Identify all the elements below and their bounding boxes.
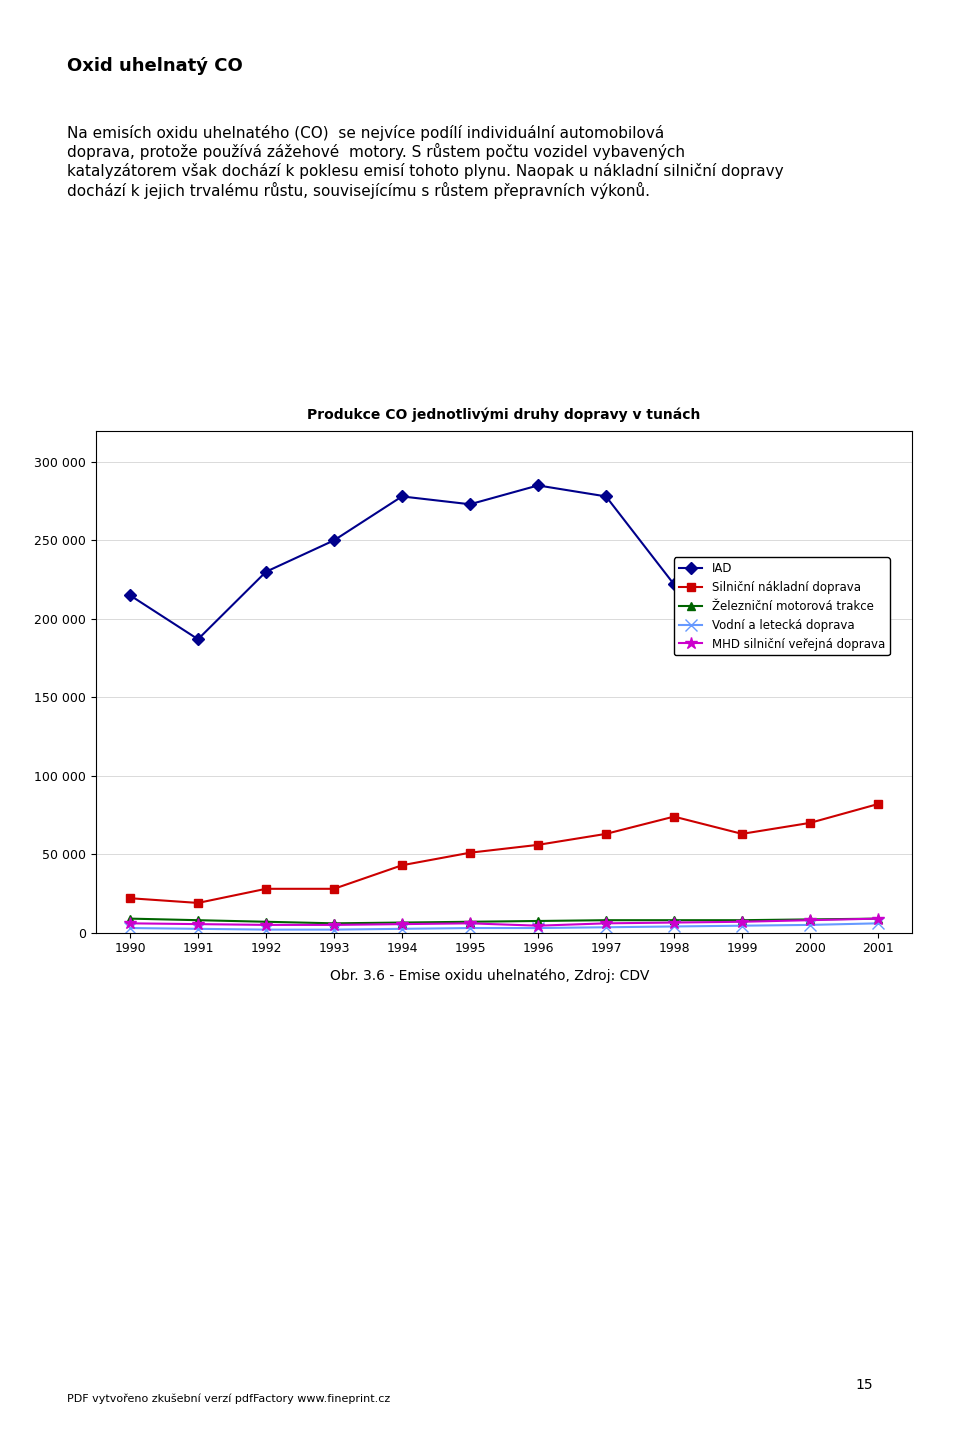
Silniční nákladní doprava <box>600 825 612 842</box>
MHD silniční veřejná doprava <box>192 916 204 933</box>
IAD <box>668 575 680 593</box>
MHD silniční veřejná doprava <box>600 914 612 931</box>
Železniční motorová trakce <box>668 911 680 928</box>
Vodní a letecká doprava <box>260 921 272 938</box>
Vodní a letecká doprava <box>328 921 340 938</box>
MHD silniční veřejná doprava <box>736 913 748 930</box>
Silniční nákladní doprava <box>192 894 204 911</box>
IAD <box>465 495 476 512</box>
Silniční nákladní doprava <box>260 880 272 897</box>
Vodní a letecká doprava <box>192 920 204 937</box>
Text: Na emisích oxidu uhelnatého (CO)  se nejvíce podílí individuální automobilová
do: Na emisích oxidu uhelnatého (CO) se nejv… <box>67 125 783 199</box>
Železniční motorová trakce <box>192 911 204 928</box>
Line: Vodní a letecká doprava: Vodní a letecká doprava <box>124 917 884 936</box>
Silniční nákladní doprava <box>532 837 543 854</box>
Line: MHD silniční veřejná doprava: MHD silniční veřejná doprava <box>124 913 884 931</box>
Vodní a letecká doprava <box>465 920 476 937</box>
Vodní a letecká doprava <box>736 917 748 934</box>
Silniční nákladní doprava <box>736 825 748 842</box>
Text: 15: 15 <box>855 1378 873 1392</box>
Silniční nákladní doprava <box>873 795 884 812</box>
Železniční motorová trakce <box>328 914 340 931</box>
IAD <box>532 476 543 494</box>
MHD silniční veřejná doprava <box>532 917 543 934</box>
Silniční nákladní doprava <box>396 857 408 874</box>
Vodní a letecká doprava <box>396 920 408 937</box>
IAD <box>192 630 204 647</box>
Silniční nákladní doprava <box>668 808 680 825</box>
Železniční motorová trakce <box>396 914 408 931</box>
Železniční motorová trakce <box>600 911 612 928</box>
MHD silniční veřejná doprava <box>873 910 884 927</box>
Vodní a letecká doprava <box>532 920 543 937</box>
Silniční nákladní doprava <box>328 880 340 897</box>
Line: IAD: IAD <box>126 481 882 643</box>
MHD silniční veřejná doprava <box>328 917 340 934</box>
Železniční motorová trakce <box>260 913 272 930</box>
Silniční nákladní doprava <box>124 890 135 907</box>
IAD <box>736 587 748 604</box>
Vodní a letecká doprava <box>124 920 135 937</box>
Legend: IAD, Silniční nákladní doprava, Železniční motorová trakce, Vodní a letecká dopr: IAD, Silniční nákladní doprava, Železnič… <box>674 557 890 656</box>
Line: Železniční motorová trakce: Železniční motorová trakce <box>126 914 882 927</box>
Vodní a letecká doprava <box>668 918 680 936</box>
MHD silniční veřejná doprava <box>260 917 272 934</box>
MHD silniční veřejná doprava <box>804 911 816 928</box>
Vodní a letecká doprava <box>804 917 816 934</box>
Železniční motorová trakce <box>532 913 543 930</box>
Železniční motorová trakce <box>873 910 884 927</box>
Železniční motorová trakce <box>124 910 135 927</box>
IAD <box>328 532 340 550</box>
IAD <box>873 575 884 593</box>
MHD silniční veřejná doprava <box>465 914 476 931</box>
IAD <box>260 563 272 580</box>
Text: Obr. 3.6 - Emise oxidu uhelnatého, Zdroj: CDV: Obr. 3.6 - Emise oxidu uhelnatého, Zdroj… <box>330 969 649 983</box>
Železniční motorová trakce <box>465 913 476 930</box>
MHD silniční veřejná doprava <box>668 914 680 931</box>
IAD <box>600 488 612 505</box>
Silniční nákladní doprava <box>465 844 476 861</box>
Line: Silniční nákladní doprava: Silniční nákladní doprava <box>126 799 882 907</box>
Title: Produkce CO jednotlivými druhy dopravy v tunách: Produkce CO jednotlivými druhy dopravy v… <box>307 408 701 422</box>
Vodní a letecká doprava <box>600 918 612 936</box>
Železniční motorová trakce <box>736 911 748 928</box>
IAD <box>804 558 816 575</box>
MHD silniční veřejná doprava <box>396 916 408 933</box>
Železniční motorová trakce <box>804 911 816 928</box>
Vodní a letecká doprava <box>873 914 884 931</box>
Text: Oxid uhelnatý CO: Oxid uhelnatý CO <box>67 57 243 76</box>
Silniční nákladní doprava <box>804 814 816 831</box>
IAD <box>396 488 408 505</box>
MHD silniční veřejná doprava <box>124 914 135 931</box>
Text: PDF vytvořeno zkušební verzí pdfFactory www.fineprint.cz: PDF vytvořeno zkušební verzí pdfFactory … <box>67 1393 391 1405</box>
IAD <box>124 587 135 604</box>
